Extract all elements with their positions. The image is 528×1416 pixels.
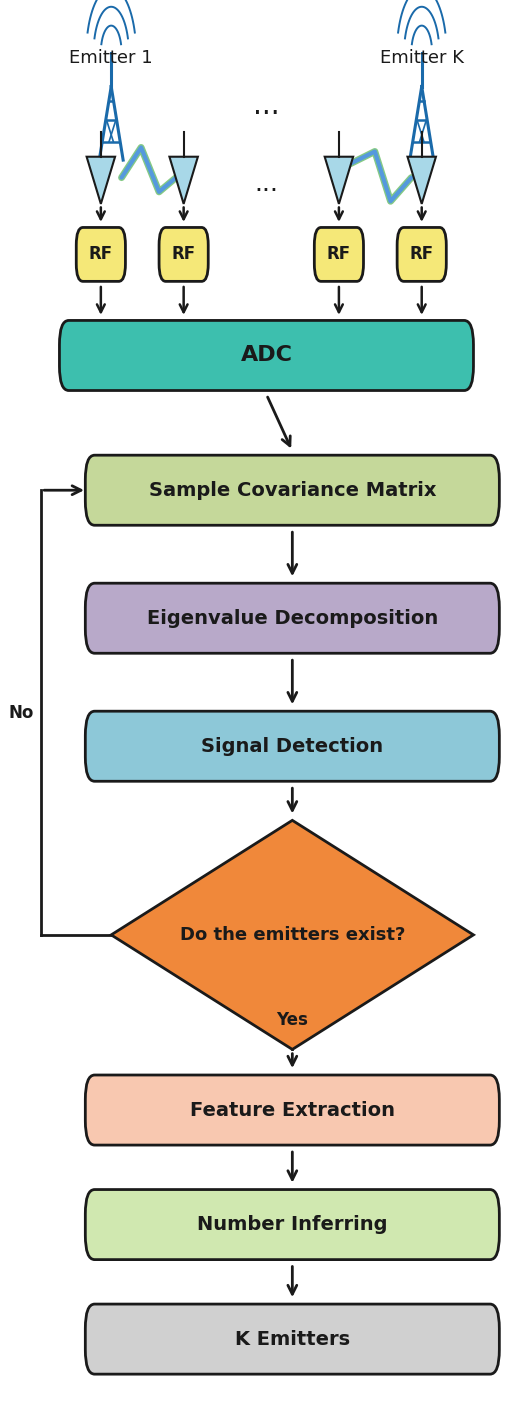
Text: K Emitters: K Emitters [235,1330,350,1348]
Text: RF: RF [410,245,434,263]
FancyBboxPatch shape [86,455,499,525]
Text: Signal Detection: Signal Detection [201,736,383,756]
FancyBboxPatch shape [60,320,474,391]
Polygon shape [87,157,115,204]
FancyBboxPatch shape [159,228,208,282]
Text: Sample Covariance Matrix: Sample Covariance Matrix [148,480,436,500]
Text: ...: ... [253,92,280,120]
FancyBboxPatch shape [397,228,446,282]
Text: RF: RF [89,245,113,263]
Text: ...: ... [254,173,278,197]
FancyBboxPatch shape [86,1189,499,1260]
Text: Do the emitters exist?: Do the emitters exist? [180,926,405,944]
Polygon shape [111,820,474,1049]
Text: Eigenvalue Decomposition: Eigenvalue Decomposition [147,609,438,627]
Text: RF: RF [172,245,196,263]
Text: Emitter 1: Emitter 1 [69,50,153,67]
Polygon shape [408,157,436,204]
Text: Number Inferring: Number Inferring [197,1215,388,1235]
Polygon shape [169,157,198,204]
Text: ADC: ADC [240,346,293,365]
Text: Feature Extraction: Feature Extraction [190,1100,395,1120]
FancyBboxPatch shape [86,1075,499,1146]
FancyBboxPatch shape [86,711,499,782]
FancyBboxPatch shape [76,228,126,282]
Text: Yes: Yes [276,1011,308,1029]
FancyBboxPatch shape [86,583,499,653]
Text: Emitter K: Emitter K [380,50,464,67]
FancyBboxPatch shape [86,1304,499,1374]
Text: RF: RF [327,245,351,263]
Polygon shape [325,157,353,204]
FancyBboxPatch shape [314,228,363,282]
Text: No: No [8,704,34,722]
